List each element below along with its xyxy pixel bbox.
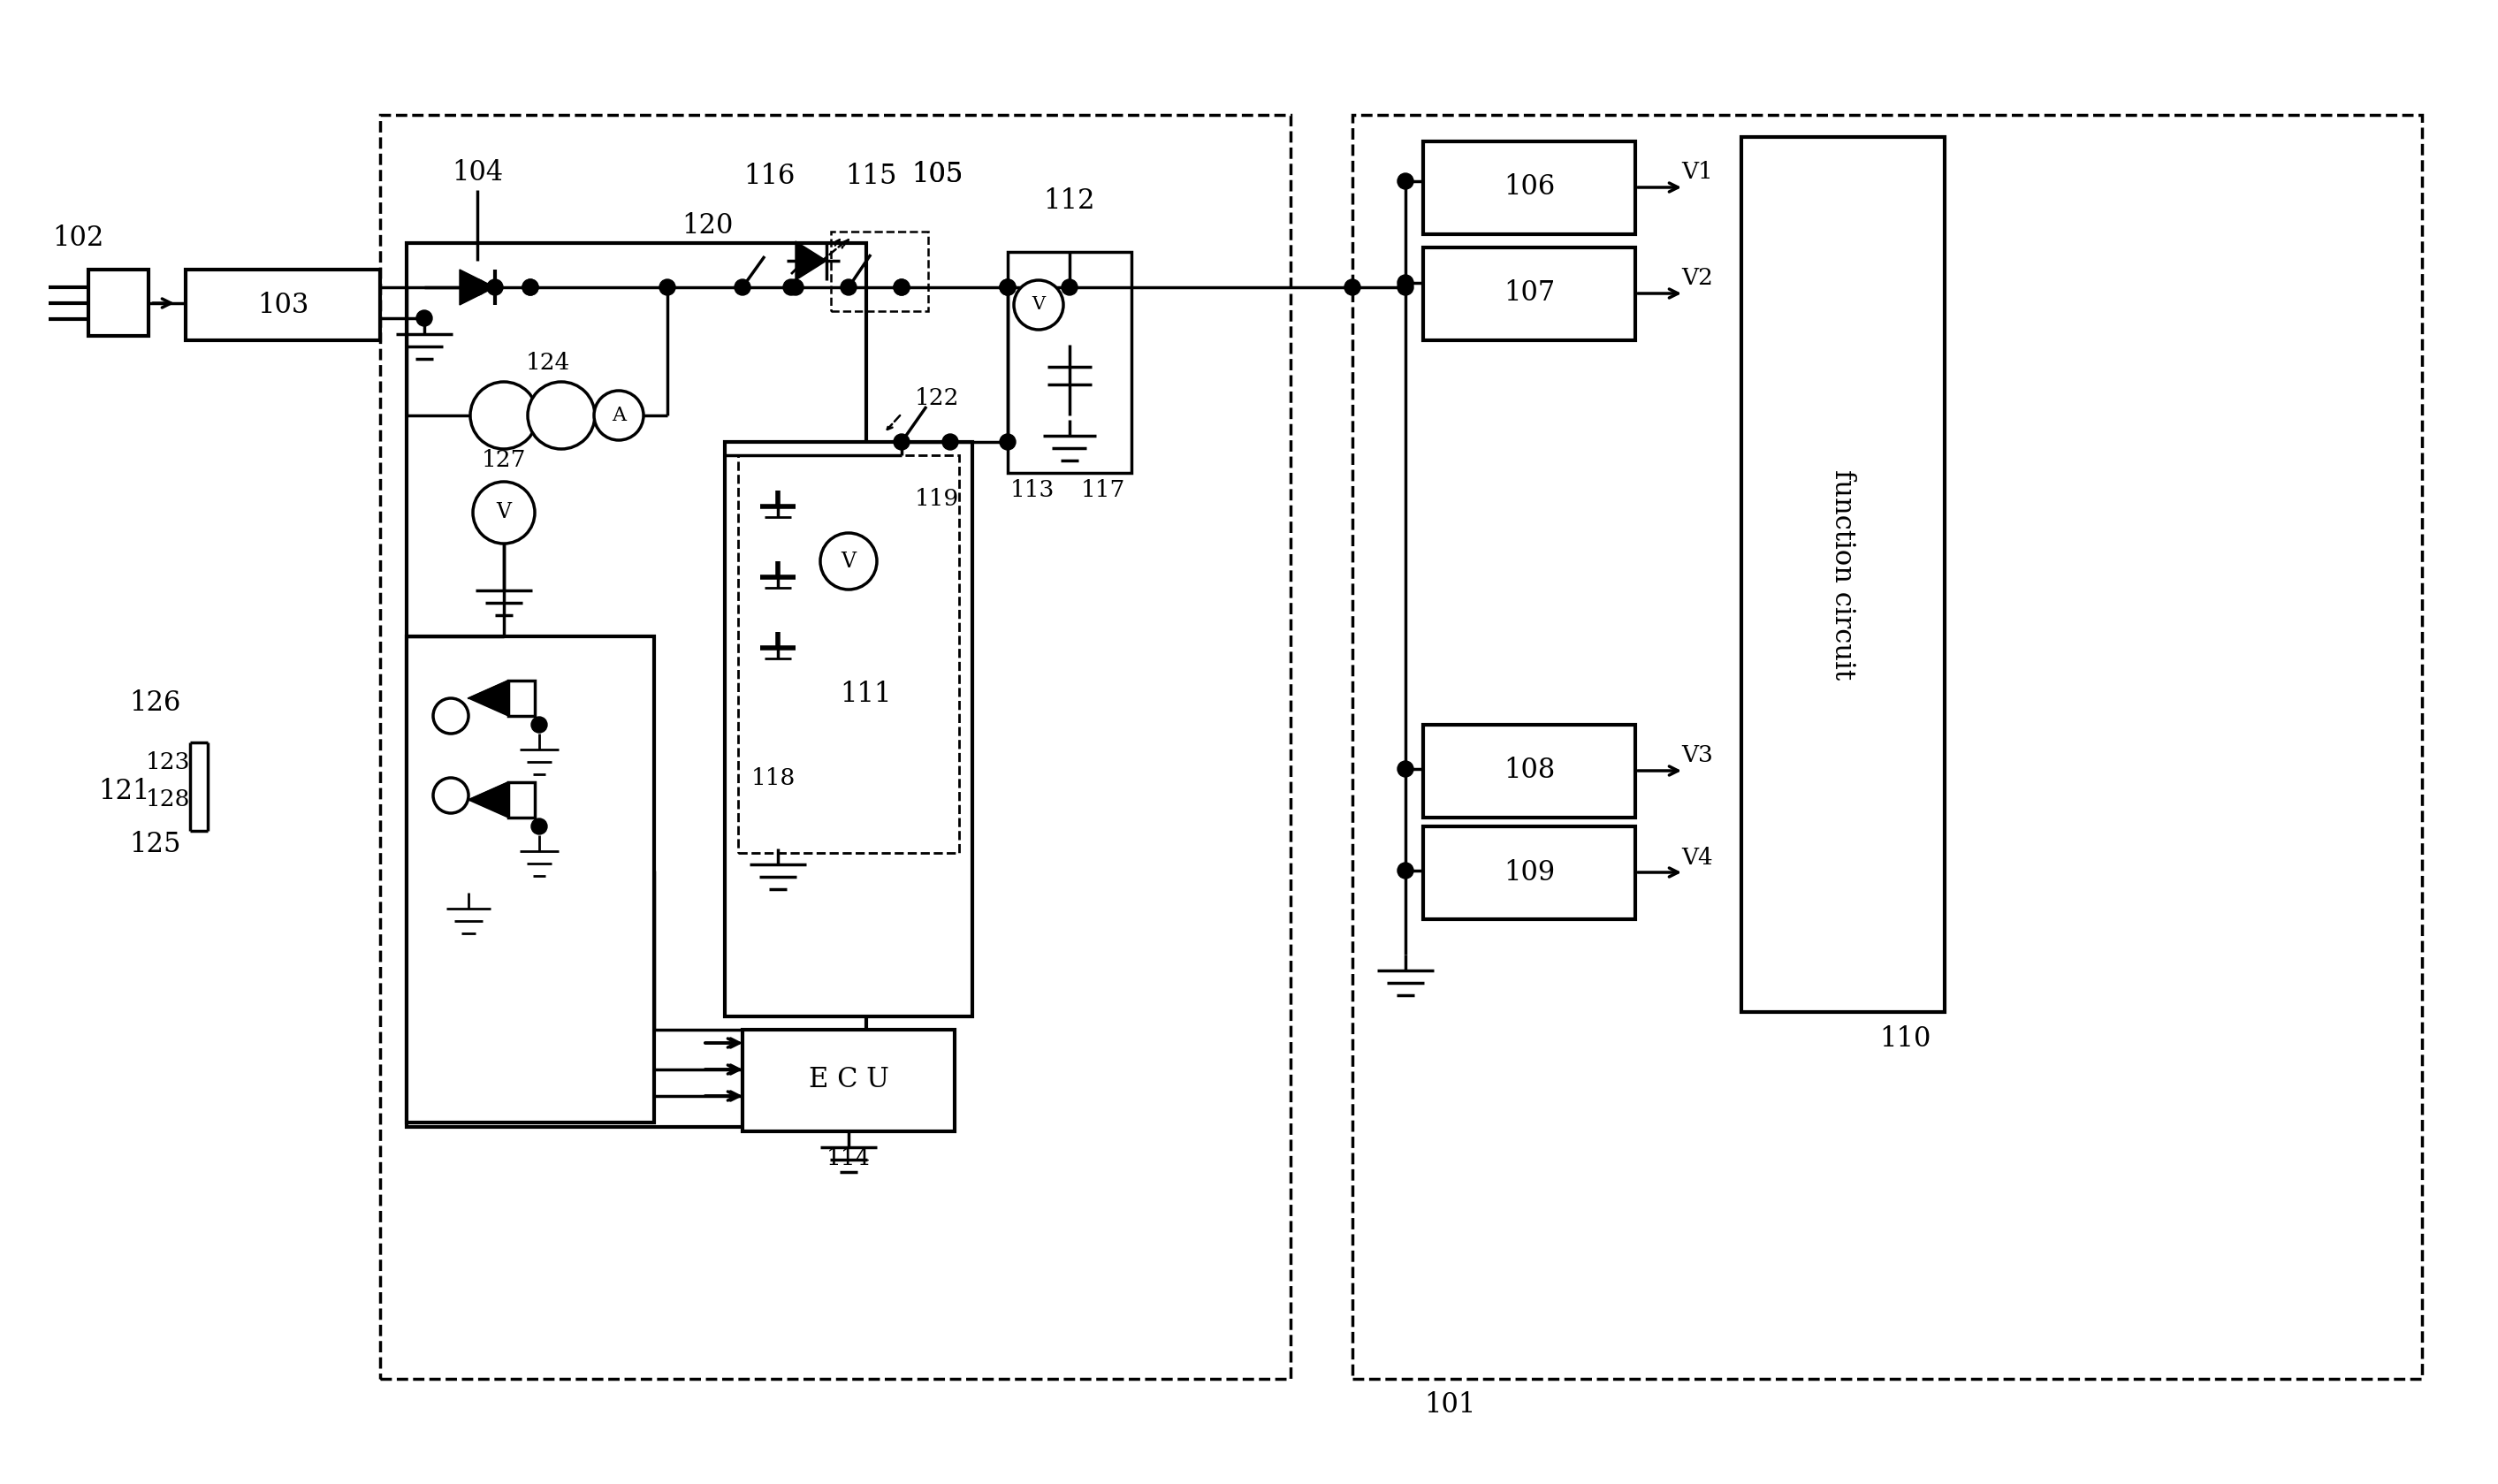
Circle shape (787, 279, 804, 295)
Text: 120: 120 (682, 212, 732, 239)
Circle shape (894, 279, 909, 295)
Polygon shape (794, 242, 827, 280)
Text: V1: V1 (1681, 162, 1714, 184)
Text: V3: V3 (1681, 745, 1714, 767)
Bar (1007, 252, 1132, 473)
Text: 111: 111 (839, 680, 892, 708)
Bar (832, 232, 929, 312)
Text: 103: 103 (257, 291, 310, 319)
Circle shape (432, 778, 470, 813)
Text: 105: 105 (912, 162, 962, 188)
Text: 115: 115 (844, 163, 897, 190)
Text: 122: 122 (914, 387, 959, 408)
Text: 104: 104 (452, 159, 502, 186)
Circle shape (784, 279, 799, 295)
Bar (407, 637, 654, 1122)
Circle shape (417, 310, 432, 326)
Bar (742, 1030, 954, 1131)
Circle shape (894, 279, 909, 295)
Circle shape (522, 279, 537, 295)
Text: 116: 116 (744, 163, 794, 190)
Text: 106: 106 (1504, 174, 1554, 200)
Text: 117: 117 (1082, 479, 1127, 502)
Text: E C U: E C U (809, 1067, 889, 1094)
Text: 123: 123 (145, 751, 190, 773)
Text: function circuit: function circuit (1829, 469, 1856, 680)
Bar (507, 782, 535, 818)
Circle shape (487, 279, 502, 295)
Circle shape (734, 279, 749, 295)
Bar (1424, 827, 1636, 919)
Bar (1351, 114, 2423, 1379)
Text: V2: V2 (1681, 267, 1714, 289)
Text: V: V (842, 551, 857, 571)
Circle shape (470, 279, 485, 295)
Circle shape (432, 699, 470, 733)
Circle shape (1396, 275, 1414, 291)
Circle shape (842, 279, 857, 295)
Circle shape (470, 381, 537, 450)
Circle shape (999, 279, 1017, 295)
Text: 128: 128 (145, 789, 190, 810)
Circle shape (1014, 280, 1064, 329)
Bar (737, 456, 959, 853)
Polygon shape (470, 782, 507, 818)
Bar (1424, 724, 1636, 818)
Polygon shape (460, 270, 495, 304)
Text: V: V (497, 503, 512, 522)
Text: 124: 124 (525, 352, 570, 374)
Circle shape (472, 482, 535, 543)
Bar (185, 270, 380, 340)
Text: 105: 105 (912, 162, 962, 188)
Text: 107: 107 (1504, 280, 1554, 307)
Text: 109: 109 (1504, 859, 1554, 886)
Circle shape (999, 433, 1017, 450)
Circle shape (532, 717, 547, 733)
Text: 112: 112 (1044, 188, 1097, 215)
Text: 119: 119 (914, 488, 959, 510)
Text: 113: 113 (1009, 479, 1054, 502)
Circle shape (1344, 279, 1361, 295)
Circle shape (999, 279, 1017, 295)
Circle shape (527, 381, 595, 450)
Text: V: V (1032, 297, 1044, 313)
Circle shape (942, 433, 959, 450)
Circle shape (1396, 761, 1414, 778)
Text: 110: 110 (1878, 1025, 1931, 1052)
Text: 127: 127 (482, 448, 527, 470)
Circle shape (819, 533, 877, 589)
Circle shape (894, 433, 909, 450)
Text: 125: 125 (130, 831, 180, 858)
Circle shape (1396, 862, 1414, 879)
Bar (380, 114, 1291, 1379)
Text: 101: 101 (1424, 1392, 1476, 1419)
Text: 121: 121 (97, 778, 150, 804)
Text: 118: 118 (752, 767, 797, 789)
Bar (407, 243, 867, 1126)
Circle shape (1396, 174, 1414, 188)
Bar (724, 442, 972, 1017)
Circle shape (532, 819, 547, 834)
Bar (1741, 137, 1943, 1012)
Bar (1424, 141, 1636, 234)
Circle shape (659, 279, 674, 295)
Circle shape (522, 279, 537, 295)
Bar (87, 270, 147, 335)
Text: 114: 114 (827, 1147, 872, 1169)
Circle shape (595, 390, 644, 441)
Bar (1424, 248, 1636, 340)
Text: V4: V4 (1681, 846, 1714, 868)
Bar (507, 681, 535, 715)
Text: 102: 102 (52, 226, 102, 252)
Circle shape (1396, 279, 1414, 295)
Circle shape (1062, 279, 1077, 295)
Text: 126: 126 (130, 689, 180, 717)
Text: A: A (612, 405, 627, 424)
Text: 108: 108 (1504, 757, 1554, 785)
Polygon shape (470, 681, 507, 715)
